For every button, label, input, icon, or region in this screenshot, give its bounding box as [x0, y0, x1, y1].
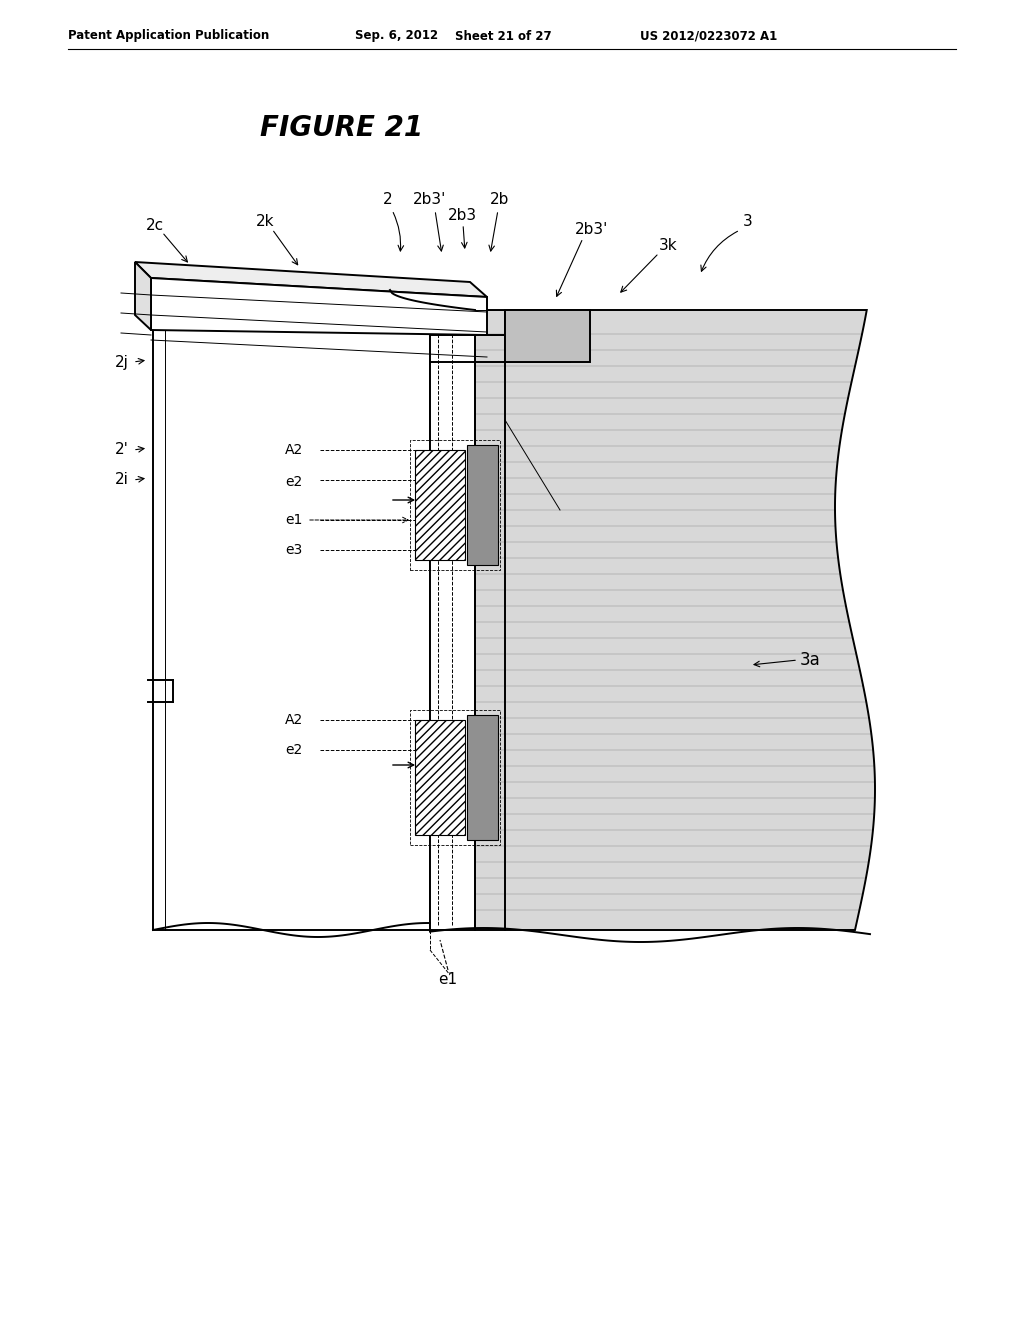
Text: 2b3': 2b3': [414, 193, 446, 207]
Polygon shape: [475, 310, 874, 931]
Text: e1: e1: [438, 973, 458, 987]
Text: A2: A2: [285, 713, 303, 727]
Text: 2k: 2k: [256, 214, 274, 230]
Polygon shape: [153, 319, 430, 931]
Polygon shape: [135, 261, 487, 297]
Text: 2b: 2b: [490, 193, 510, 207]
Text: FIGURE 21: FIGURE 21: [260, 114, 423, 143]
Text: 2i: 2i: [115, 473, 129, 487]
Text: e3: e3: [286, 543, 303, 557]
Polygon shape: [151, 279, 487, 335]
Text: 2: 2: [383, 193, 393, 207]
Text: 3a: 3a: [800, 651, 820, 669]
Polygon shape: [415, 450, 465, 560]
Text: 2b3': 2b3': [575, 223, 608, 238]
Text: A2: A2: [285, 444, 303, 457]
Text: 3: 3: [743, 214, 753, 230]
Polygon shape: [135, 261, 151, 330]
Text: e2: e2: [286, 475, 303, 488]
Text: 2b3: 2b3: [447, 207, 476, 223]
Text: 2j: 2j: [115, 355, 129, 370]
Text: Patent Application Publication: Patent Application Publication: [68, 29, 269, 42]
Text: 2': 2': [115, 442, 129, 458]
Text: Sep. 6, 2012: Sep. 6, 2012: [355, 29, 438, 42]
Polygon shape: [415, 719, 465, 836]
Text: 3k: 3k: [658, 238, 677, 252]
Polygon shape: [430, 310, 475, 931]
Polygon shape: [467, 445, 498, 565]
Text: e1: e1: [286, 513, 303, 527]
Polygon shape: [467, 715, 498, 840]
Polygon shape: [505, 310, 590, 362]
Text: Sheet 21 of 27: Sheet 21 of 27: [455, 29, 552, 42]
Text: e2: e2: [286, 743, 303, 756]
Text: 2c: 2c: [146, 218, 164, 232]
Text: US 2012/0223072 A1: US 2012/0223072 A1: [640, 29, 777, 42]
